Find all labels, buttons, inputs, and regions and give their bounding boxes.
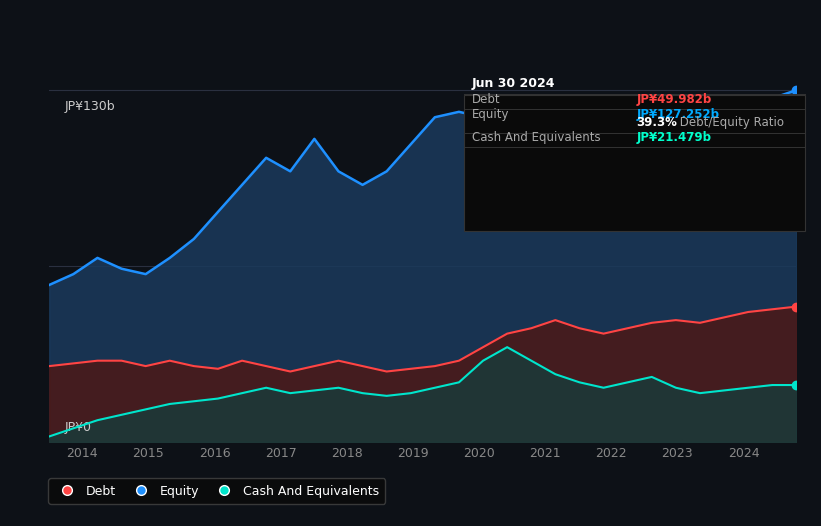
Text: Equity: Equity	[472, 108, 510, 122]
Text: JP¥0: JP¥0	[64, 421, 91, 434]
Text: Debt/Equity Ratio: Debt/Equity Ratio	[676, 116, 784, 129]
Text: Debt: Debt	[472, 93, 501, 106]
Text: JP¥127.252b: JP¥127.252b	[636, 108, 719, 122]
Text: Cash And Equivalents: Cash And Equivalents	[472, 131, 601, 144]
Text: JP¥130b: JP¥130b	[64, 100, 115, 113]
Text: 39.3%: 39.3%	[636, 116, 677, 129]
Text: JP¥21.479b: JP¥21.479b	[636, 131, 711, 144]
Text: Jun 30 2024: Jun 30 2024	[472, 77, 556, 90]
Legend: Debt, Equity, Cash And Equivalents: Debt, Equity, Cash And Equivalents	[48, 478, 385, 504]
Text: JP¥49.982b: JP¥49.982b	[636, 93, 712, 106]
